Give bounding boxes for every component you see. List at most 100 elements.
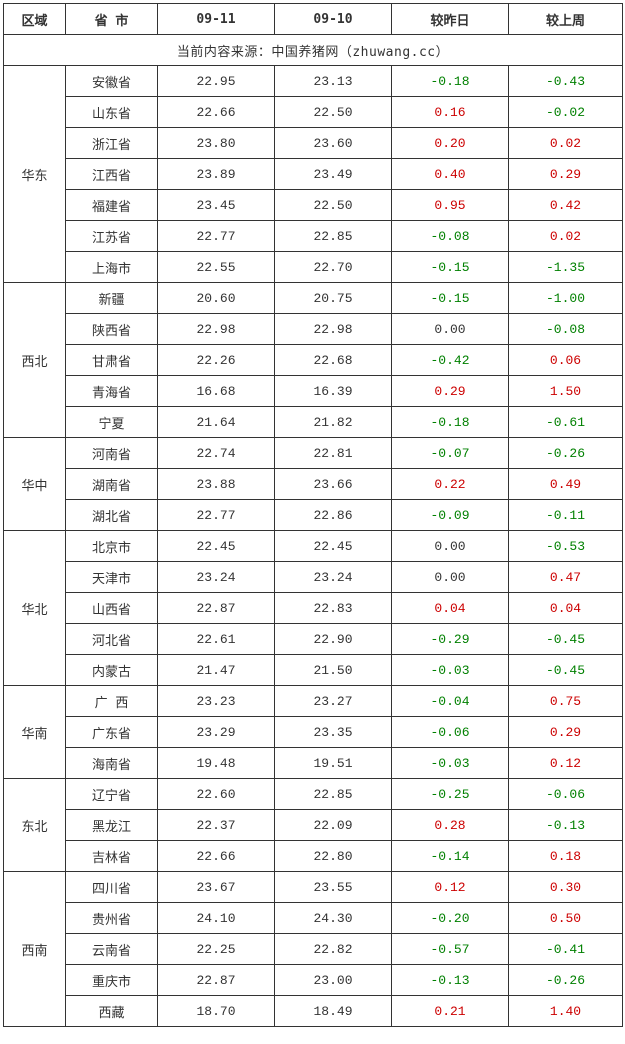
diff-yesterday: 0.40 (392, 159, 509, 190)
value-date1: 23.80 (158, 128, 275, 159)
diff-lastweek: -0.43 (509, 66, 623, 97)
value-date1: 22.87 (158, 965, 275, 996)
region-cell: 东北 (4, 779, 66, 872)
region-cell: 西北 (4, 283, 66, 438)
value-date2: 22.83 (275, 593, 392, 624)
province-cell: 新疆 (66, 283, 158, 314)
diff-yesterday: 0.95 (392, 190, 509, 221)
diff-lastweek: -0.61 (509, 407, 623, 438)
diff-lastweek: -0.41 (509, 934, 623, 965)
table-row: 吉林省22.6622.80-0.140.18 (4, 841, 623, 872)
diff-yesterday: 0.22 (392, 469, 509, 500)
value-date2: 21.82 (275, 407, 392, 438)
province-cell: 广东省 (66, 717, 158, 748)
diff-lastweek: -0.26 (509, 965, 623, 996)
province-cell: 广 西 (66, 686, 158, 717)
value-date2: 23.13 (275, 66, 392, 97)
diff-yesterday: 0.12 (392, 872, 509, 903)
diff-yesterday: -0.04 (392, 686, 509, 717)
region-cell: 华中 (4, 438, 66, 531)
diff-yesterday: -0.18 (392, 407, 509, 438)
table-row: 陕西省22.9822.980.00-0.08 (4, 314, 623, 345)
diff-yesterday: 0.00 (392, 562, 509, 593)
province-cell: 湖南省 (66, 469, 158, 500)
diff-lastweek: 0.47 (509, 562, 623, 593)
province-cell: 河北省 (66, 624, 158, 655)
source-row: 当前内容来源：中国养猪网（zhuwang.cc） (4, 35, 623, 66)
col-vs-yesterday: 较昨日 (392, 4, 509, 35)
province-cell: 安徽省 (66, 66, 158, 97)
source-text: 当前内容来源：中国养猪网（zhuwang.cc） (4, 35, 623, 66)
diff-lastweek: -0.08 (509, 314, 623, 345)
diff-lastweek: 0.30 (509, 872, 623, 903)
table-row: 重庆市22.8723.00-0.13-0.26 (4, 965, 623, 996)
diff-yesterday: 0.16 (392, 97, 509, 128)
value-date1: 21.47 (158, 655, 275, 686)
value-date2: 22.09 (275, 810, 392, 841)
table-row: 西藏18.7018.490.211.40 (4, 996, 623, 1027)
value-date1: 16.68 (158, 376, 275, 407)
value-date2: 22.81 (275, 438, 392, 469)
region-cell: 西南 (4, 872, 66, 1027)
diff-yesterday: -0.20 (392, 903, 509, 934)
diff-yesterday: -0.13 (392, 965, 509, 996)
table-row: 青海省16.6816.390.291.50 (4, 376, 623, 407)
province-cell: 江西省 (66, 159, 158, 190)
table-row: 西北新疆20.6020.75-0.15-1.00 (4, 283, 623, 314)
value-date1: 22.55 (158, 252, 275, 283)
diff-lastweek: 1.40 (509, 996, 623, 1027)
value-date1: 22.87 (158, 593, 275, 624)
table-row: 湖北省22.7722.86-0.09-0.11 (4, 500, 623, 531)
diff-yesterday: 0.04 (392, 593, 509, 624)
diff-yesterday: -0.06 (392, 717, 509, 748)
value-date1: 22.25 (158, 934, 275, 965)
table-row: 山西省22.8722.830.040.04 (4, 593, 623, 624)
diff-lastweek: 0.02 (509, 221, 623, 252)
diff-lastweek: -0.06 (509, 779, 623, 810)
diff-yesterday: 0.00 (392, 531, 509, 562)
value-date2: 22.50 (275, 190, 392, 221)
value-date1: 23.67 (158, 872, 275, 903)
table-row: 贵州省24.1024.30-0.200.50 (4, 903, 623, 934)
diff-lastweek: -0.45 (509, 655, 623, 686)
province-cell: 江苏省 (66, 221, 158, 252)
diff-yesterday: -0.03 (392, 748, 509, 779)
diff-yesterday: 0.20 (392, 128, 509, 159)
price-table: 区域 省 市 09-11 09-10 较昨日 较上周 当前内容来源：中国养猪网（… (3, 3, 623, 1027)
value-date1: 22.37 (158, 810, 275, 841)
value-date1: 22.74 (158, 438, 275, 469)
diff-lastweek: 1.50 (509, 376, 623, 407)
diff-yesterday: 0.28 (392, 810, 509, 841)
diff-lastweek: -0.26 (509, 438, 623, 469)
diff-lastweek: 0.49 (509, 469, 623, 500)
diff-yesterday: -0.08 (392, 221, 509, 252)
diff-yesterday: -0.25 (392, 779, 509, 810)
table-row: 海南省19.4819.51-0.030.12 (4, 748, 623, 779)
diff-yesterday: -0.07 (392, 438, 509, 469)
province-cell: 甘肃省 (66, 345, 158, 376)
table-row: 广东省23.2923.35-0.060.29 (4, 717, 623, 748)
diff-lastweek: -0.13 (509, 810, 623, 841)
diff-lastweek: 0.50 (509, 903, 623, 934)
value-date2: 22.86 (275, 500, 392, 531)
table-row: 湖南省23.8823.660.220.49 (4, 469, 623, 500)
value-date1: 23.23 (158, 686, 275, 717)
value-date2: 24.30 (275, 903, 392, 934)
value-date2: 22.70 (275, 252, 392, 283)
value-date2: 22.85 (275, 221, 392, 252)
table-row: 华东安徽省22.9523.13-0.18-0.43 (4, 66, 623, 97)
value-date2: 23.49 (275, 159, 392, 190)
table-row: 西南四川省23.6723.550.120.30 (4, 872, 623, 903)
diff-lastweek: 0.02 (509, 128, 623, 159)
region-cell: 华南 (4, 686, 66, 779)
header-row: 区域 省 市 09-11 09-10 较昨日 较上周 (4, 4, 623, 35)
value-date1: 22.95 (158, 66, 275, 97)
value-date2: 23.60 (275, 128, 392, 159)
value-date2: 23.55 (275, 872, 392, 903)
diff-yesterday: 0.21 (392, 996, 509, 1027)
province-cell: 上海市 (66, 252, 158, 283)
value-date2: 23.27 (275, 686, 392, 717)
col-vs-lastweek: 较上周 (509, 4, 623, 35)
value-date2: 22.68 (275, 345, 392, 376)
value-date1: 23.89 (158, 159, 275, 190)
